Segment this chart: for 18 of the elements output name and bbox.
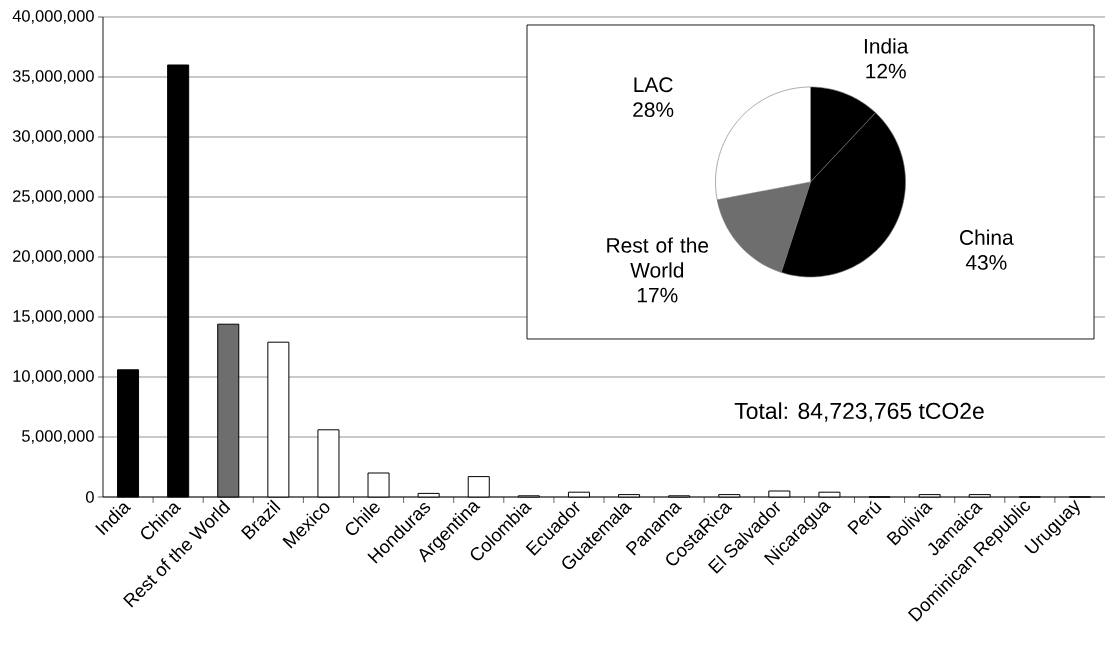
y-tick-label: 15,000,000 xyxy=(13,310,94,324)
data-label: 12% xyxy=(866,63,906,79)
slice-label: LAC xyxy=(634,77,673,93)
data-label: 43% xyxy=(965,255,1007,270)
y-tick-label: 20,000,000 xyxy=(13,250,94,264)
annotation: Total: 84,723,765 tCO2e xyxy=(734,402,984,422)
slice-label: China xyxy=(960,229,1014,245)
y-tick-label: 10,000,000 xyxy=(13,370,94,384)
data-label: 28% xyxy=(633,102,674,118)
y-tick-label: 40,000,000 xyxy=(12,10,94,24)
y-tick-label: 0 xyxy=(86,491,94,503)
y-tick-label: 30,000,000 xyxy=(12,130,94,144)
y-tick-label: 5,000,000 xyxy=(22,430,94,444)
slice-label: Rest of the World xyxy=(607,237,709,278)
y-tick-label: 25,000,000 xyxy=(13,190,94,204)
data-label: 17% xyxy=(637,287,678,303)
y-tick-label: 35,000,000 xyxy=(12,70,94,84)
slice-label: India xyxy=(864,38,909,54)
